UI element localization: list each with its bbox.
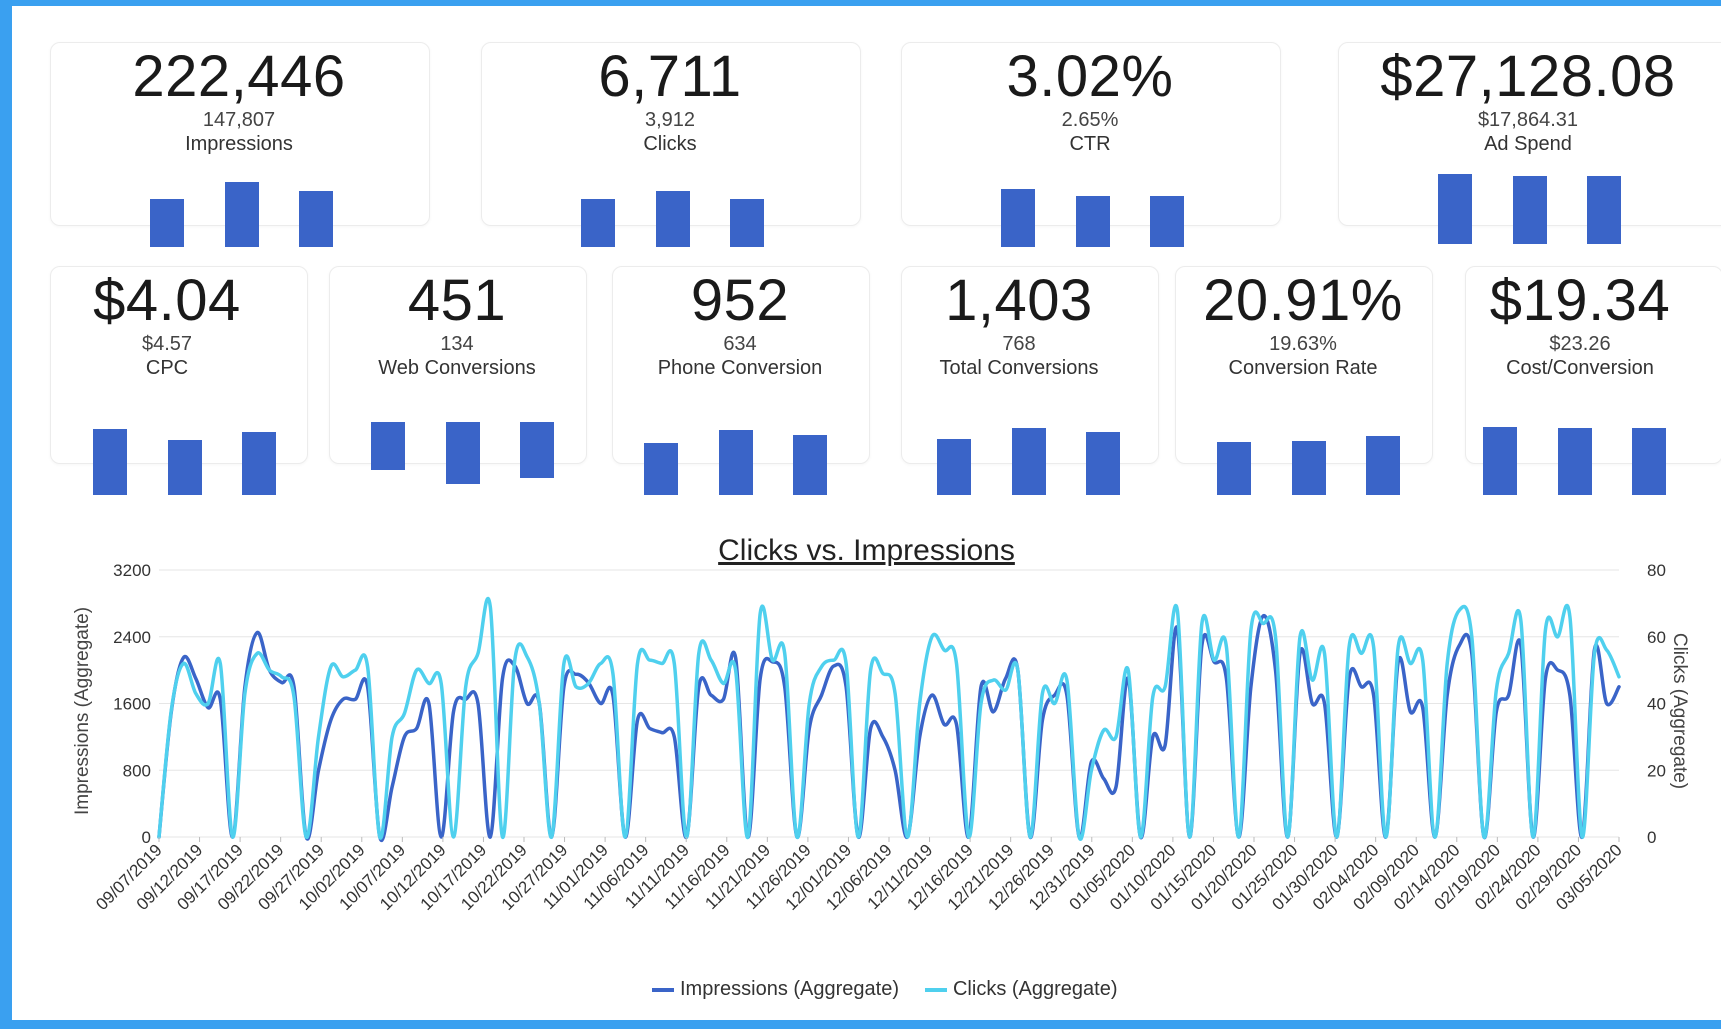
kpi-conversion-rate: 20.91% 19.63% Conversion Rate <box>1158 270 1448 380</box>
mini-bar <box>1076 196 1110 247</box>
y-tick-label: 800 <box>123 761 151 780</box>
kpi-value: 1,403 <box>945 268 1093 333</box>
kpi-label: Total Conversions <box>939 357 1099 379</box>
mini-bar <box>446 422 480 484</box>
mini-bar <box>719 430 753 495</box>
kpi-previous-value: 3,912 <box>644 109 696 131</box>
legend-item-impressions[interactable]: Impressions (Aggregate) <box>652 978 899 1001</box>
mini-bar <box>1001 189 1035 247</box>
y-tick-label: 2400 <box>113 628 151 647</box>
y2-tick-label: 0 <box>1647 828 1656 847</box>
kpi-previous-value: $17,864.31 <box>1477 109 1579 131</box>
mini-bar <box>225 182 259 247</box>
mini-bar <box>1150 196 1184 247</box>
mini-bar <box>1513 176 1547 244</box>
kpi-ctr: 3.02% 2.65% CTR <box>901 46 1279 156</box>
kpi-value: 3.02% <box>1006 44 1174 109</box>
y2-axis-ticks: 0 20 40 60 80 <box>1647 561 1666 847</box>
kpi-value: $4.04 <box>93 268 241 333</box>
kpi-clicks: 6,711 3,912 Clicks <box>481 46 859 156</box>
kpi-value: $19.34 <box>1489 268 1671 333</box>
x-axis-ticks: 09/07/201909/12/201909/17/201909/22/2019… <box>92 837 1626 914</box>
dashboard: 222,446 147,807 Impressions 6,711 3,912 … <box>12 6 1721 1020</box>
legend-label: Clicks (Aggregate) <box>952 978 1118 1000</box>
y2-tick-label: 20 <box>1647 761 1666 780</box>
mini-bar <box>93 429 127 495</box>
y-tick-label: 0 <box>142 828 151 847</box>
chart-title: Clicks vs. Impressions <box>718 534 1015 567</box>
y-tick-label: 1600 <box>113 695 151 714</box>
y-axis-ticks: 0 800 1600 2400 3200 <box>113 561 151 847</box>
kpi-ad-spend: $27,128.08 $17,864.31 Ad Spend <box>1328 46 1721 156</box>
mini-bar <box>1587 176 1621 244</box>
mini-bar <box>1483 427 1517 495</box>
y-axis-label: Impressions (Aggregate) <box>72 607 93 815</box>
kpi-label: Web Conversions <box>378 357 536 379</box>
mini-bar <box>656 191 690 247</box>
kpi-previous-value: 19.63% <box>1269 333 1337 355</box>
kpi-label: CTR <box>1069 133 1111 155</box>
kpi-phone-conversion: 952 634 Phone Conversion <box>605 270 875 380</box>
kpi-value: 6,711 <box>598 44 742 109</box>
mini-bar <box>168 440 202 495</box>
mini-bar <box>1438 174 1472 244</box>
legend-item-clicks[interactable]: Clicks (Aggregate) <box>924 978 1118 1001</box>
kpi-label: Cost/Conversion <box>1506 357 1654 379</box>
y2-tick-label: 80 <box>1647 561 1666 580</box>
gridlines <box>159 569 1619 838</box>
kpi-cpc: $4.04 $4.57 CPC <box>32 270 302 380</box>
series <box>157 596 1621 842</box>
kpi-value: 451 <box>407 268 507 333</box>
mini-bar <box>150 199 184 247</box>
mini-bar <box>371 422 405 470</box>
mini-bar <box>1366 436 1400 495</box>
kpi-value: 952 <box>690 268 790 333</box>
mini-bar <box>1632 428 1666 495</box>
kpi-total-conversions: 1,403 768 Total Conversions <box>884 270 1154 380</box>
mini-bar <box>1558 428 1592 495</box>
kpi-label: Conversion Rate <box>1228 357 1378 379</box>
kpi-previous-value: $23.26 <box>1549 333 1611 355</box>
kpi-label: Clicks <box>643 133 697 155</box>
mini-bar <box>644 443 678 495</box>
kpi-label: CPC <box>145 357 189 379</box>
chart-legend: Impressions (Aggregate) Clicks (Aggregat… <box>652 978 1118 1001</box>
kpi-card-conversion-rate[interactable] <box>1175 266 1433 464</box>
legend-label: Impressions (Aggregate) <box>680 978 899 1000</box>
y2-tick-label: 60 <box>1647 628 1666 647</box>
mini-bar <box>520 422 554 478</box>
kpi-cost-per-conversion: $19.34 $23.26 Cost/Conversion <box>1445 270 1715 380</box>
mini-bar <box>1086 432 1120 495</box>
kpi-value: 20.91% <box>1203 268 1403 333</box>
mini-bar <box>937 439 971 495</box>
kpi-previous-value: 134 <box>440 333 474 355</box>
mini-bar <box>1217 442 1251 495</box>
kpi-value: 222,446 <box>132 44 346 109</box>
kpi-previous-value: 147,807 <box>202 109 276 131</box>
series-line-clicks[interactable] <box>157 596 1621 842</box>
mini-bar <box>793 435 827 495</box>
kpi-previous-value: $4.57 <box>141 333 193 355</box>
y2-axis-label: Clicks (Aggregate) <box>1669 633 1690 789</box>
kpi-value: $27,128.08 <box>1380 44 1676 109</box>
kpi-previous-value: 768 <box>1002 333 1036 355</box>
kpi-web-conversions: 451 134 Web Conversions <box>322 270 592 380</box>
y2-tick-label: 40 <box>1647 695 1666 714</box>
mini-bar <box>242 432 276 495</box>
y-tick-label: 3200 <box>113 561 151 580</box>
legend-swatch <box>924 987 947 992</box>
mini-bar <box>730 199 764 247</box>
mini-bar <box>299 191 333 247</box>
legend-swatch <box>652 987 674 992</box>
kpi-impressions: 222,446 147,807 Impressions <box>50 46 428 156</box>
kpi-label: Ad Spend <box>1484 133 1572 155</box>
kpi-label: Phone Conversion <box>657 357 823 379</box>
mini-bar <box>1292 441 1326 495</box>
line-chart: 0 800 1600 2400 3200 0 20 40 60 80 Impressions (… <box>72 561 1690 914</box>
kpi-label: Impressions <box>185 133 293 155</box>
mini-bar <box>1012 428 1046 495</box>
kpi-previous-value: 634 <box>723 333 757 355</box>
kpi-previous-value: 2.65% <box>1061 109 1119 131</box>
mini-bar <box>581 199 615 247</box>
